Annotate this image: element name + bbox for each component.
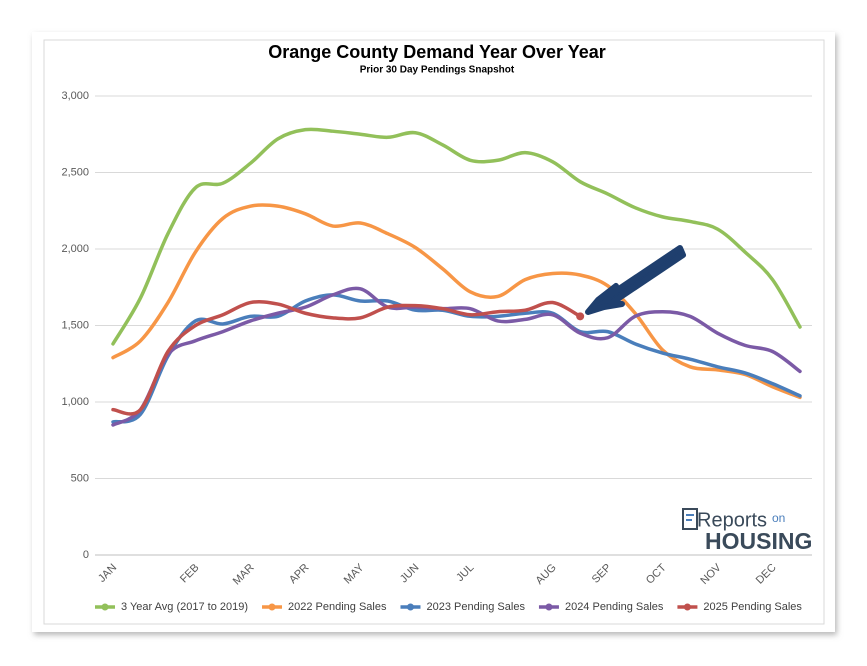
y-tick-label: 3,000 [61, 90, 89, 102]
legend-swatch-dot [545, 603, 553, 611]
logo-text: HOUSING [705, 528, 812, 554]
series-line [111, 300, 582, 416]
legend-swatch-dot [101, 603, 109, 611]
chart-subtitle: Prior 30 Day Pendings Snapshot [360, 65, 515, 76]
y-tick-label: 1,000 [61, 396, 89, 408]
logo-text: Reports [697, 509, 767, 531]
y-tick-label: 0 [83, 549, 89, 561]
legend-label: 2024 Pending Sales [565, 601, 664, 613]
legend-item: 2024 Pending Sales [538, 601, 664, 613]
legend-label: 2022 Pending Sales [288, 601, 387, 613]
series-line [111, 286, 802, 427]
legend-label: 3 Year Avg (2017 to 2019) [121, 601, 248, 613]
logo-text: on [772, 511, 785, 525]
y-tick-label: 2,000 [61, 243, 89, 255]
legend-item: 2022 Pending Sales [262, 601, 387, 613]
legend-label: 2023 Pending Sales [426, 601, 525, 613]
chart-title: Orange County Demand Year Over Year [268, 42, 605, 62]
legend-swatch-dot [406, 603, 414, 611]
legend-item: 2023 Pending Sales [400, 601, 525, 613]
logo-icon-lines [686, 514, 694, 521]
logo: Reports on HOUSING [682, 508, 812, 554]
arrow [585, 245, 686, 315]
legend-item: 3 Year Avg (2017 to 2019) [95, 601, 248, 613]
series-line [111, 203, 802, 400]
end-marker [576, 312, 585, 321]
y-tick-label: 2,500 [61, 166, 89, 178]
legend-item: 2025 Pending Sales [677, 601, 802, 613]
y-tick-label: 1,500 [61, 319, 89, 331]
series-line [111, 127, 802, 346]
legend-swatch-dot [683, 603, 691, 611]
legend-label: 2025 Pending Sales [703, 601, 802, 613]
y-tick-label: 500 [71, 472, 89, 484]
legend-swatch-dot [268, 603, 276, 611]
